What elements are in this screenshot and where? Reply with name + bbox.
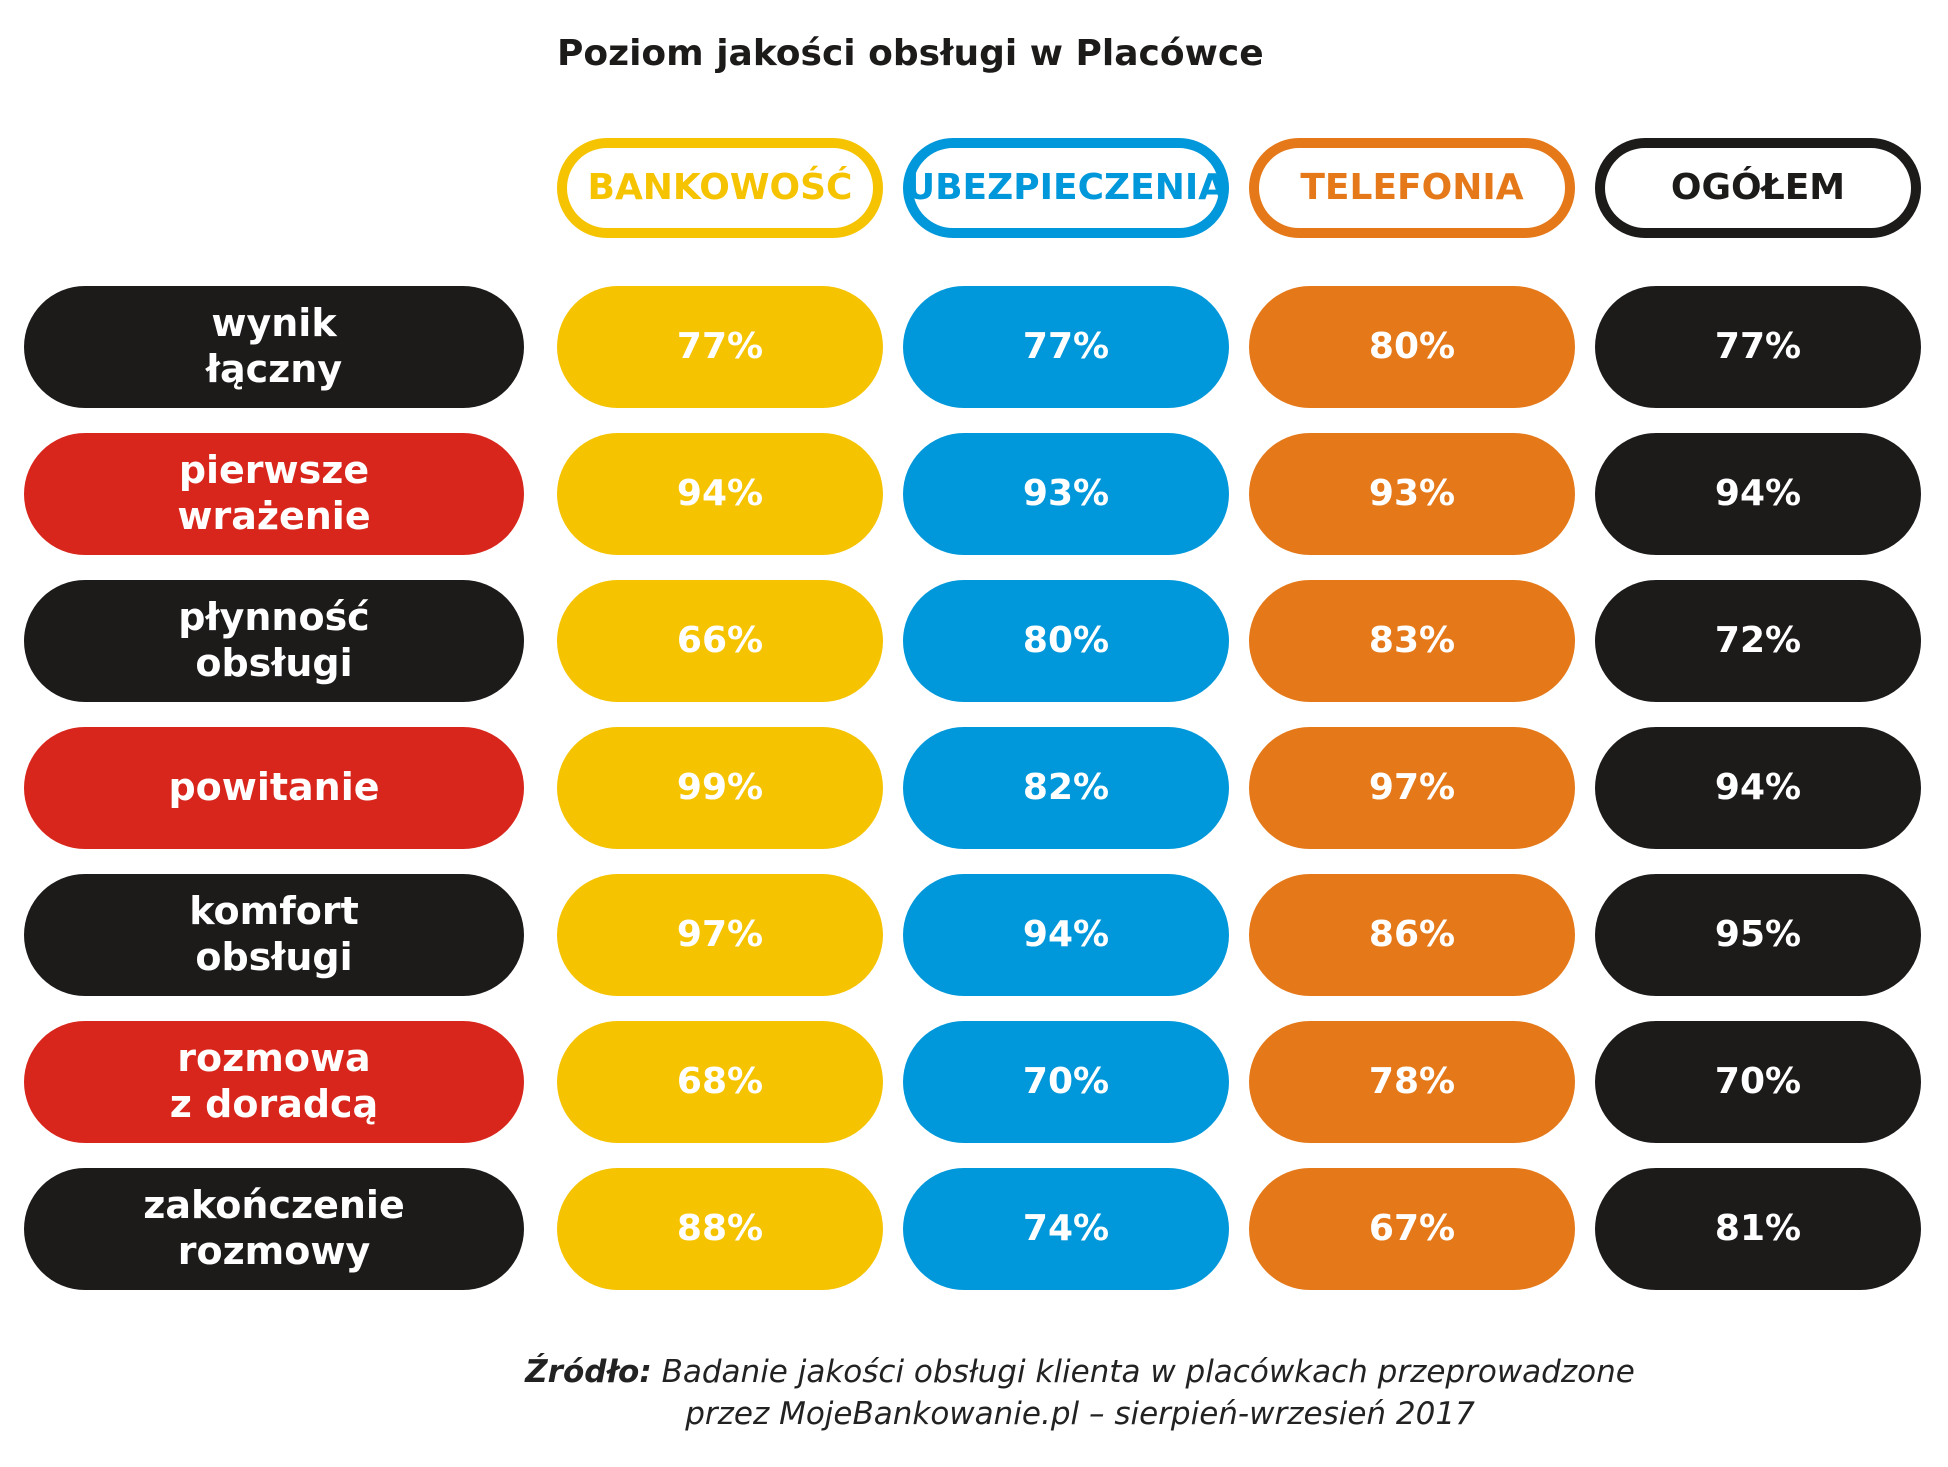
value-cell-r4-c3: 95% bbox=[1595, 874, 1921, 996]
value-cell-r5-c3: 70% bbox=[1595, 1021, 1921, 1143]
value-cell-r5-c2: 78% bbox=[1249, 1021, 1575, 1143]
source-line-1: Badanie jakości obsługi klienta w placów… bbox=[661, 1354, 1635, 1390]
source-line-2: przez MojeBankowanie.pl – sierpień-wrzes… bbox=[685, 1395, 1475, 1432]
source-note: Źródło: Badanie jakości obsługi klienta … bbox=[520, 1352, 1640, 1436]
row-label-4: komfort obsługi bbox=[24, 874, 524, 996]
value-cell-r2-c3: 72% bbox=[1595, 580, 1921, 702]
value-cell-r2-c0: 66% bbox=[557, 580, 883, 702]
value-cell-r5-c1: 70% bbox=[903, 1021, 1229, 1143]
value-cell-r2-c1: 80% bbox=[903, 580, 1229, 702]
row-label-3: powitanie bbox=[24, 727, 524, 849]
column-header-0: BANKOWOŚĆ bbox=[557, 138, 883, 238]
value-cell-r6-c1: 74% bbox=[903, 1168, 1229, 1290]
value-cell-r1-c0: 94% bbox=[557, 433, 883, 555]
value-cell-r0-c0: 77% bbox=[557, 286, 883, 408]
row-label-6: zakończenie rozmowy bbox=[24, 1168, 524, 1290]
row-label-5: rozmowa z doradcą bbox=[24, 1021, 524, 1143]
value-cell-r3-c1: 82% bbox=[903, 727, 1229, 849]
value-cell-r4-c2: 86% bbox=[1249, 874, 1575, 996]
source-label: Źródło: bbox=[525, 1354, 652, 1390]
row-label-2: płynność obsługi bbox=[24, 580, 524, 702]
column-header-1: UBEZPIECZENIA bbox=[903, 138, 1229, 238]
value-cell-r6-c2: 67% bbox=[1249, 1168, 1575, 1290]
value-cell-r0-c2: 80% bbox=[1249, 286, 1575, 408]
row-label-0: wynik łączny bbox=[24, 286, 524, 408]
value-cell-r4-c1: 94% bbox=[903, 874, 1229, 996]
value-cell-r6-c3: 81% bbox=[1595, 1168, 1921, 1290]
value-cell-r3-c0: 99% bbox=[557, 727, 883, 849]
value-cell-r2-c2: 83% bbox=[1249, 580, 1575, 702]
value-cell-r4-c0: 97% bbox=[557, 874, 883, 996]
value-cell-r1-c1: 93% bbox=[903, 433, 1229, 555]
value-cell-r1-c2: 93% bbox=[1249, 433, 1575, 555]
value-cell-r0-c3: 77% bbox=[1595, 286, 1921, 408]
value-cell-r6-c0: 88% bbox=[557, 1168, 883, 1290]
column-header-2: TELEFONIA bbox=[1249, 138, 1575, 238]
chart-title: Poziom jakości obsługi w Placówce bbox=[557, 33, 1264, 74]
column-header-3: OGÓŁEM bbox=[1595, 138, 1921, 238]
value-cell-r3-c2: 97% bbox=[1249, 727, 1575, 849]
value-cell-r1-c3: 94% bbox=[1595, 433, 1921, 555]
value-cell-r3-c3: 94% bbox=[1595, 727, 1921, 849]
row-label-1: pierwsze wrażenie bbox=[24, 433, 524, 555]
value-cell-r5-c0: 68% bbox=[557, 1021, 883, 1143]
value-cell-r0-c1: 77% bbox=[903, 286, 1229, 408]
